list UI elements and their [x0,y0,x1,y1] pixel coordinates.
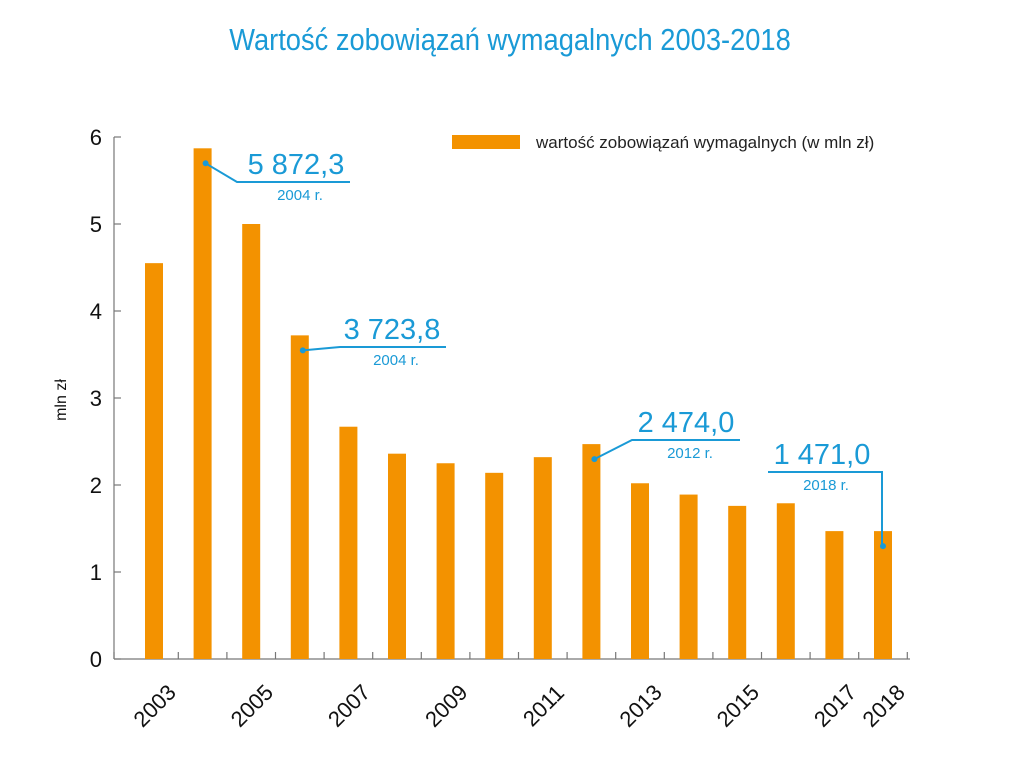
legend: wartość zobowiązań wymagalnych (w mln zł… [452,133,874,152]
annotation-2004: 5 872,3 2004 r. [202,149,350,204]
annotation-dot [299,347,306,354]
bar-2015 [728,505,747,659]
y-tick-label: 0 [90,647,102,672]
y-tick-label: 3 [90,386,102,411]
bar-2008 [388,453,406,659]
annotation-dot [202,160,209,167]
annotation-leader-line [205,162,350,183]
y-axis-label: mln zł [53,379,70,421]
x-tick-label: 2007 [323,680,375,732]
bar-2016 [776,503,795,659]
annotation-2018: 1 471,0 2018 r. [768,439,886,550]
bar-2009 [436,463,455,659]
x-tick-label: 2013 [615,680,667,732]
annotation-sublabel: 2004 r. [373,352,419,369]
bar-2011 [533,457,552,659]
bars [145,148,892,659]
annotation-dot [591,456,598,463]
annotation-sublabel: 2004 r. [277,187,323,204]
bar-2017 [825,531,844,659]
bar-2003 [145,263,163,659]
chart-title: Wartość zobowiązań wymagalnych 2003-2018 [229,22,791,57]
x-tick-label: 2005 [226,680,278,732]
bar-2012 [582,444,601,659]
x-tick-label: 2018 [858,680,910,732]
annotation-dot [880,543,886,550]
bar-2007 [339,426,358,659]
y-tick-label: 1 [90,560,102,585]
y-tick-label: 4 [90,299,102,324]
annotation-value: 2 474,0 [638,407,735,439]
bar-2004 [193,148,212,659]
x-tick-label: 2009 [420,680,472,732]
annotation-value: 1 471,0 [774,439,871,471]
annotation-2012: 2 474,0 2012 r. [591,407,740,463]
y-tick-label: 6 [90,125,102,150]
x-tick-label: 2015 [712,680,764,732]
annotation-value: 3 723,8 [344,314,441,346]
bar-2005 [242,224,261,659]
y-tick-label: 2 [90,473,102,498]
annotation-value: 5 872,3 [248,149,345,181]
x-tick-label: 2017 [809,680,861,732]
bar-2010 [485,472,504,659]
x-tick-label: 2011 [518,680,569,731]
annotation-leader-line [768,471,883,547]
annotation-leader-line [593,439,740,461]
legend-label: wartość zobowiązań wymagalnych (w mln zł… [535,133,874,152]
annotations: 5 872,3 2004 r. 3 723,8 2004 r. 2 474,0 2012 … [202,149,886,550]
y-tick-label: 5 [90,212,102,237]
bar-2014 [679,494,698,659]
legend-swatch [452,135,520,149]
annotation-sublabel: 2018 r. [803,477,849,494]
bar-2006 [290,335,309,659]
annotation-2006: 3 723,8 2004 r. [299,314,446,369]
annotation-leader-line [302,346,446,352]
x-tick-label: 2003 [129,680,181,732]
annotation-sublabel: 2012 r. [667,445,713,462]
bar-2013 [631,483,649,659]
bar-2018 [874,531,892,659]
